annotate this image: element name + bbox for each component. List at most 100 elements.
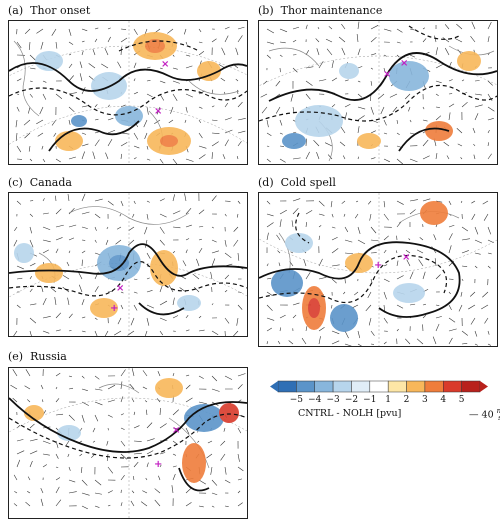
colorbar-segment <box>443 380 462 393</box>
wind-vector <box>266 304 273 311</box>
wind-vector <box>68 41 74 45</box>
wind-vector <box>279 132 283 135</box>
wind-vector <box>159 239 165 246</box>
wind-vector <box>39 106 44 115</box>
wind-vector <box>36 119 44 125</box>
wind-vector <box>192 273 200 280</box>
wind-vector <box>409 28 415 31</box>
wind-vector <box>14 491 18 494</box>
wind-vector <box>159 285 163 293</box>
wind-vector <box>266 291 273 297</box>
wind-vector <box>182 260 187 267</box>
wind-vector <box>13 503 18 507</box>
wind-vector <box>266 327 273 332</box>
reference-unit-den: s <box>498 414 500 422</box>
wind-vector <box>185 502 192 507</box>
wind-vector <box>211 195 217 202</box>
marker-c-1: × <box>116 283 124 294</box>
wind-vector <box>55 237 63 241</box>
wind-vector <box>65 440 70 447</box>
wind-vector <box>405 338 411 345</box>
wind-vector <box>79 61 83 69</box>
wind-vector <box>487 252 492 255</box>
wind-vector <box>13 330 18 336</box>
wind-vectors <box>15 26 246 164</box>
wind-vector <box>42 198 45 202</box>
wind-vector <box>303 259 307 267</box>
wind-vector <box>88 63 96 69</box>
wind-vector <box>185 41 188 45</box>
wind-vector <box>42 158 46 163</box>
wind-vector <box>474 265 478 269</box>
wind-vector <box>42 399 44 403</box>
wind-vector <box>211 303 214 306</box>
wind-vector <box>185 106 188 113</box>
colorbar-tick-label: 2 <box>403 395 410 405</box>
wind-vector <box>94 479 102 486</box>
wind-vector <box>154 488 161 494</box>
wind-vector <box>482 200 489 205</box>
wind-vector <box>198 41 203 44</box>
wind-vector <box>94 118 99 121</box>
wind-vector <box>435 304 440 306</box>
wind-vector <box>120 28 127 30</box>
colorbar-tick-label: 1 <box>385 395 392 405</box>
wind-vector <box>369 213 372 221</box>
wind-vector <box>157 371 161 377</box>
wind-vector <box>260 93 268 98</box>
wind-vector <box>305 151 310 160</box>
markers-panel-c: × + <box>110 283 124 314</box>
wind-vector <box>172 297 175 306</box>
wind-vector <box>279 145 285 147</box>
wind-vector <box>94 414 99 422</box>
wind-vector <box>318 327 325 332</box>
map-panel-a: × × <box>8 20 248 165</box>
wind-vector <box>471 21 476 30</box>
wind-vector <box>185 315 189 319</box>
wind-vector <box>159 158 164 164</box>
wind-vector <box>224 252 232 259</box>
wind-vector <box>133 91 138 95</box>
wind-vector <box>159 407 161 416</box>
wind-vector <box>487 106 495 112</box>
wind-vector <box>159 213 167 218</box>
wind-vector <box>474 104 483 108</box>
wind-vector <box>196 258 200 267</box>
colorbar-label: CNTRL - NOLH [pvu] <box>298 408 402 419</box>
wind-vector <box>279 314 286 319</box>
wind-vector <box>470 317 476 325</box>
wind-vector <box>120 153 122 160</box>
wind-vector <box>341 23 346 30</box>
wind-vector <box>92 427 96 433</box>
wind-vector <box>185 207 192 215</box>
wind-vector <box>94 375 100 380</box>
wind-vector <box>184 193 187 202</box>
wind-vector <box>456 23 463 30</box>
wind-vector <box>51 119 57 126</box>
wind-vector <box>313 140 320 147</box>
wind-vector <box>357 343 362 346</box>
wind-vector <box>129 383 135 390</box>
wind-vector <box>16 78 22 82</box>
wind-vector <box>276 234 281 241</box>
wind-vector <box>237 466 244 472</box>
wind-vector <box>331 77 338 82</box>
wind-vector <box>396 132 400 135</box>
wind-vector <box>16 450 25 455</box>
panel-d-title: (d) Cold spell <box>258 176 336 189</box>
wind-vector <box>133 132 139 140</box>
wind-vector <box>220 453 226 461</box>
wind-vector <box>171 485 174 494</box>
wind-vector <box>172 465 177 468</box>
wind-vector <box>185 224 192 228</box>
wind-vector <box>50 287 57 293</box>
wind-vector <box>198 145 207 149</box>
wind-vector <box>370 80 373 86</box>
wind-vector <box>54 297 57 306</box>
wind-vector <box>434 258 437 267</box>
wind-vector <box>55 248 59 254</box>
wind-vector <box>461 330 469 336</box>
wind-vector <box>198 226 204 228</box>
wind-vector <box>383 158 390 163</box>
wind-vector <box>456 128 463 134</box>
